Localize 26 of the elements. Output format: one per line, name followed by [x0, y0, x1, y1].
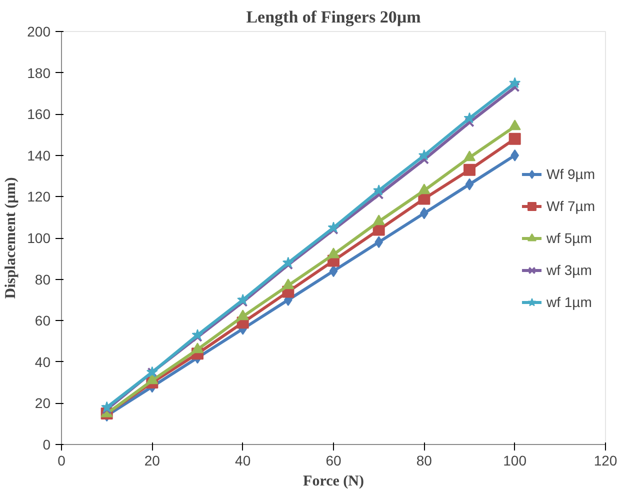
legend-label: wf 1µm — [546, 294, 592, 310]
x-tick-label: 0 — [58, 452, 66, 468]
x-tick-label: 120 — [594, 452, 618, 468]
chart-title: Length of Fingers 20µm — [246, 8, 421, 26]
x-tick-label: 20 — [144, 452, 160, 468]
y-tick-label: 100 — [27, 230, 51, 246]
y-tick-label: 20 — [34, 395, 51, 412]
x-tick-label: 60 — [326, 452, 342, 468]
x-tick-label: 40 — [235, 452, 251, 468]
x-axis-title: Force (N) — [303, 474, 364, 490]
y-tick-label: 200 — [27, 24, 51, 40]
legend-label: Wf 9µm — [546, 166, 595, 182]
y-tick-label: 0 — [42, 436, 51, 452]
legend-label: wf 5µm — [546, 230, 592, 246]
y-tick-label: 60 — [34, 312, 51, 329]
y-tick-label: 40 — [34, 354, 51, 370]
y-axis-title: Displacement (µm) — [3, 177, 20, 299]
legend-label: Wf 7µm — [546, 198, 595, 214]
y-tick-label: 180 — [27, 64, 51, 81]
legend-label: wf 3µm — [546, 262, 592, 278]
x-tick-label: 80 — [416, 452, 432, 468]
y-tick-label: 120 — [27, 188, 51, 205]
y-tick-label: 160 — [27, 106, 51, 122]
y-tick-label: 80 — [34, 271, 51, 288]
y-tick-label: 140 — [27, 147, 51, 164]
x-tick-label: 100 — [503, 452, 527, 468]
